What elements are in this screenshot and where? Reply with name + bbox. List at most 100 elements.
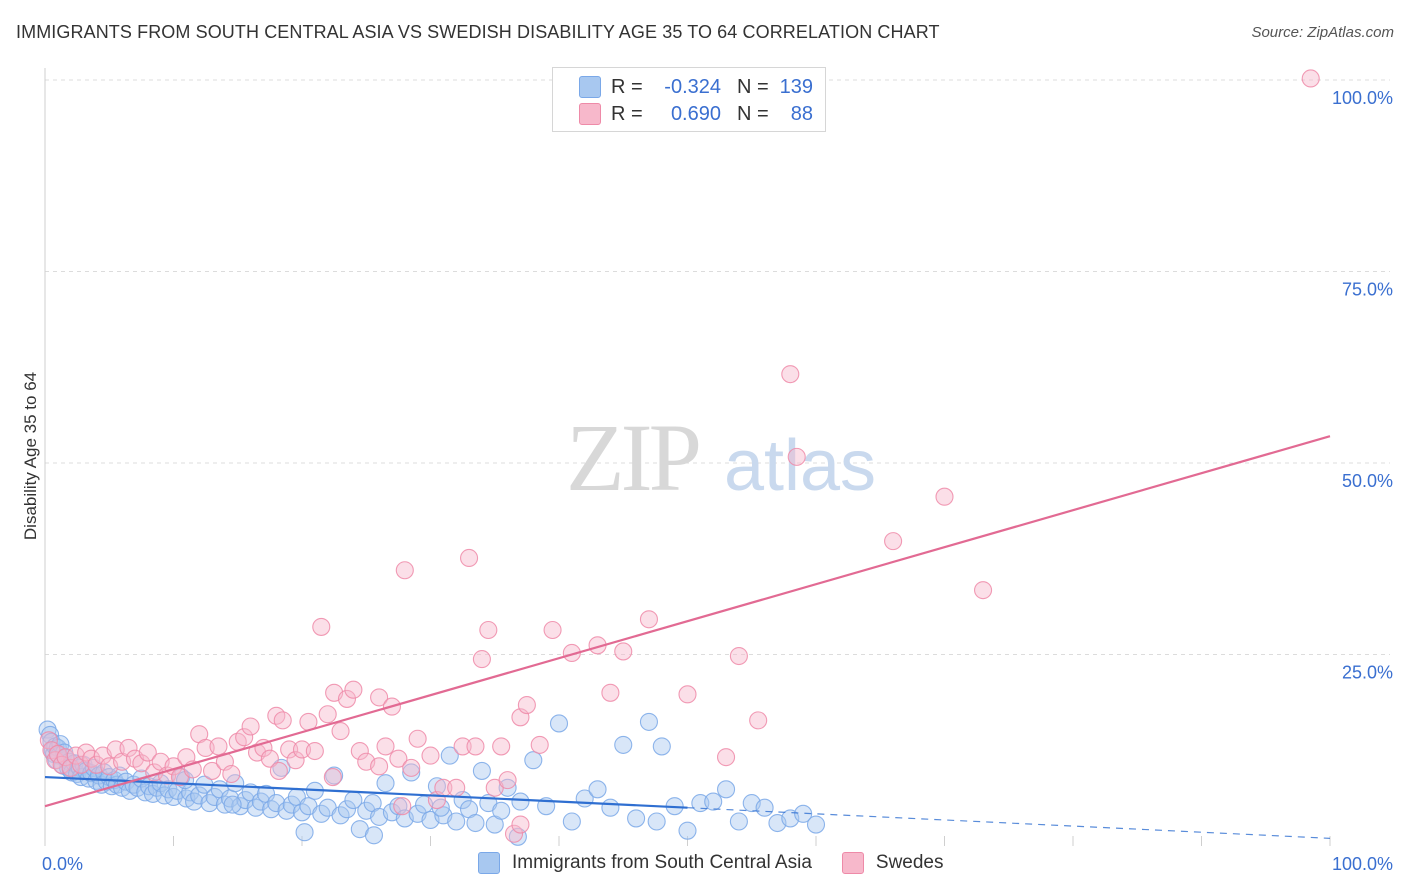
- swedes-point: [639, 610, 659, 629]
- legend-n-label: N =: [737, 75, 769, 98]
- immigrants-point: [364, 826, 384, 845]
- swedes-point: [421, 746, 440, 765]
- swedes-point: [318, 705, 337, 724]
- axes: [44, 68, 1331, 846]
- chart-title: IMMIGRANTS FROM SOUTH CENTRAL ASIA VS SW…: [16, 22, 940, 42]
- swedes-point: [402, 758, 421, 777]
- swedes-point: [260, 749, 279, 768]
- immigrants-point: [472, 761, 491, 780]
- swedes-point: [273, 711, 292, 730]
- swedes-point: [344, 680, 363, 699]
- swedes-point: [395, 561, 414, 580]
- y-tick-label: 50.0%: [1342, 471, 1393, 491]
- swedes-point: [729, 646, 748, 666]
- immigrants-point: [614, 735, 633, 754]
- immigrants-point: [440, 746, 459, 765]
- source-label: Source: ZipAtlas.com: [1251, 24, 1394, 41]
- swedes-point: [408, 729, 427, 748]
- series-legend-swedes[interactable]: Swedes: [841, 852, 944, 874]
- swedes-point: [267, 706, 286, 725]
- swedes-point: [66, 746, 85, 765]
- watermark-atlas: atlas: [724, 426, 876, 506]
- x-tick-label: 0.0%: [42, 854, 83, 874]
- immigrants-point: [652, 737, 671, 756]
- immigrants-point: [562, 812, 581, 831]
- immigrants-point: [588, 780, 607, 799]
- swedes-point: [447, 778, 466, 797]
- immigrants-point: [267, 794, 286, 813]
- data-points: [38, 69, 1320, 846]
- swedes-point: [370, 757, 389, 776]
- swedes-point: [393, 797, 412, 816]
- swedes-point: [331, 722, 350, 741]
- swedes-point: [935, 487, 954, 506]
- swedes-point: [119, 738, 138, 758]
- swedes-point: [269, 761, 288, 780]
- immigrants-point: [639, 712, 659, 731]
- legend-row-immigrants: R = -0.324 N = 139: [553, 73, 813, 101]
- legend-r-value: 0.690: [670, 102, 721, 125]
- swedes-point: [376, 737, 395, 756]
- legend-swatch-immigrants: [579, 76, 601, 98]
- immigrants-point: [647, 812, 666, 831]
- immigrants-point: [466, 813, 485, 833]
- tick-labels: 25.0% 50.0% 75.0% 100.0% 0.0% 100.0%: [42, 88, 1393, 874]
- immigrants-point: [806, 815, 826, 834]
- immigrants-point: [190, 786, 209, 805]
- series-legend-immigrants[interactable]: Immigrants from South Central Asia: [478, 852, 812, 874]
- legend-n-value: 139: [779, 75, 813, 98]
- swedes-point: [132, 754, 151, 773]
- swedes-point: [498, 771, 517, 790]
- immigrants-point: [498, 778, 517, 797]
- legend-r-label: R =: [611, 75, 643, 98]
- swedes-point: [312, 617, 331, 636]
- swedes-point: [472, 650, 491, 669]
- immigrants-point: [376, 774, 395, 793]
- swedes-point: [280, 740, 299, 759]
- swedes-point: [973, 581, 993, 600]
- immigrants-point: [337, 800, 357, 819]
- swedes-point: [350, 741, 369, 761]
- swedes-point: [787, 447, 806, 466]
- immigrants-point: [295, 823, 314, 842]
- swedes-point: [337, 689, 357, 708]
- immigrants-point: [794, 804, 813, 823]
- legend-n-label: N =: [737, 102, 769, 125]
- series-legend: Immigrants from South Central Asia Swede…: [478, 852, 974, 874]
- swedes-point: [370, 688, 389, 707]
- series-label-swedes: Swedes: [875, 852, 944, 873]
- swedes-point: [453, 737, 472, 756]
- swedes-point: [1301, 69, 1320, 88]
- swedes-point: [614, 642, 633, 661]
- swedes-point: [203, 761, 222, 780]
- swedes-point: [678, 685, 697, 704]
- swedes-point: [241, 717, 260, 736]
- immigrants-point: [627, 809, 646, 828]
- series-swatch-swedes: [841, 852, 864, 874]
- swedes-point: [517, 696, 536, 715]
- y-tick-label: 100.0%: [1332, 88, 1393, 108]
- swedes-point: [530, 735, 549, 754]
- series-swatch-immigrants: [478, 852, 500, 874]
- swedes-point: [235, 728, 254, 747]
- swedes-point: [209, 737, 228, 756]
- trend-lines: [44, 435, 1331, 839]
- immigrants-point: [226, 774, 245, 793]
- immigrants-point: [678, 821, 697, 840]
- swedes-point: [716, 748, 736, 767]
- legend-n-value: 88: [790, 102, 813, 125]
- immigrants-trend-extension: [687, 807, 1331, 839]
- swedes-point: [781, 365, 800, 384]
- immigrants-point: [729, 812, 748, 831]
- series-label-immigrants: Immigrants from South Central Asia: [512, 852, 812, 873]
- swedes-point: [389, 749, 408, 768]
- y-tick-label: 25.0%: [1342, 663, 1393, 683]
- watermark-zip: ZIP: [566, 404, 699, 511]
- immigrants-point: [492, 801, 511, 820]
- immigrants-point: [755, 798, 774, 817]
- swedes-point: [138, 743, 157, 762]
- swedes-point: [305, 741, 324, 761]
- swedes-point: [511, 815, 530, 834]
- legend-r-value: -0.324: [664, 75, 721, 98]
- immigrants-point: [524, 751, 543, 770]
